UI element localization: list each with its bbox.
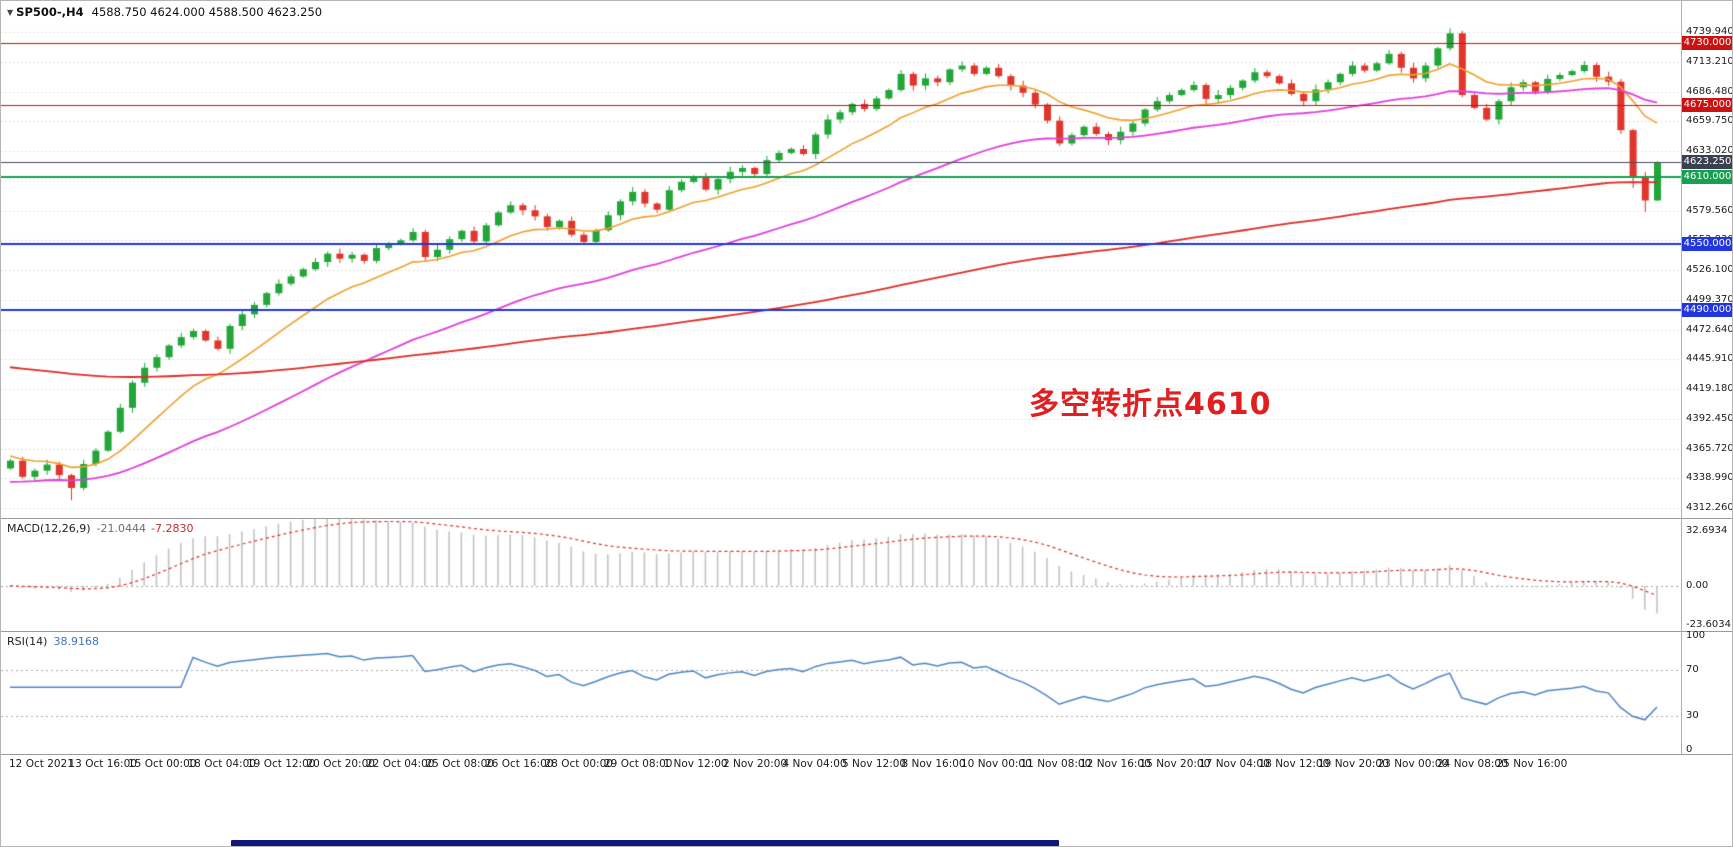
price-axis-tick: 4392.450 (1686, 412, 1733, 424)
time-axis-label: 8 Nov 16:00 (901, 758, 966, 770)
price-axis-tick: 4579.560 (1686, 204, 1733, 216)
price-axis-tick: 4526.100 (1686, 264, 1733, 276)
time-axis-label: 20 Oct 20:00 (306, 758, 375, 770)
main-chart-canvas[interactable] (1, 1, 1681, 518)
time-axis-label: 28 Oct 00:00 (544, 758, 613, 770)
time-axis-label: 22 Oct 04:00 (366, 758, 435, 770)
time-axis-label: 29 Oct 08:00 (604, 758, 673, 770)
panel-separator-macd[interactable] (1, 518, 1732, 519)
horizontal-scrollbar[interactable] (231, 840, 1059, 846)
price-axis-tick: 4472.640 (1686, 323, 1733, 335)
price-level-tag[interactable]: 4550.000 (1682, 236, 1732, 251)
time-axis-label: 19 Nov 20:00 (1318, 758, 1389, 770)
time-axis-label: 13 Oct 16:00 (68, 758, 137, 770)
price-axis-tick: 4312.260 (1686, 502, 1733, 514)
rsi-value: 38.9168 (53, 635, 99, 648)
time-axis-label: 18 Oct 04:00 (187, 758, 256, 770)
price-axis-tick: 4659.750 (1686, 115, 1733, 127)
ohlc-values: 4588.750 4624.000 4588.500 4623.250 (91, 5, 323, 19)
time-axis-label: 10 Nov 00:00 (961, 758, 1032, 770)
macd-axis-tick: 32.6934 (1686, 525, 1728, 537)
macd-signal-value: -7.2830 (151, 522, 194, 535)
time-axis-label: 15 Oct 00:00 (128, 758, 197, 770)
rsi-name: RSI(14) (7, 635, 48, 648)
rsi-axis-tick: 30 (1686, 709, 1699, 721)
time-axis-label: 15 Nov 20:00 (1139, 758, 1211, 770)
time-axis-label: 24 Nov 08:00 (1437, 758, 1508, 770)
macd-label: MACD(12,26,9) -21.0444 -7.2830 (7, 522, 193, 535)
time-axis-label: 1 Nov 12:00 (663, 758, 728, 770)
price-level-tag[interactable]: 4675.000 (1682, 97, 1732, 112)
price-axis-tick: 4365.720 (1686, 442, 1733, 454)
price-level-tag[interactable]: 4610.000 (1682, 169, 1732, 184)
macd-panel-canvas[interactable] (1, 519, 1681, 631)
price-axis-tick: 4713.210 (1686, 55, 1733, 67)
price-axis-divider (1681, 1, 1682, 754)
price-axis-tick: 4419.180 (1686, 383, 1733, 395)
time-axis-label: 25 Nov 16:00 (1496, 758, 1568, 770)
price-axis-tick: 4338.990 (1686, 472, 1733, 484)
time-axis-label: 23 Nov 00:00 (1377, 758, 1449, 770)
annotation-text: 多空转折点4610 (1029, 387, 1272, 422)
time-axis-label: 4 Nov 04:00 (782, 758, 847, 770)
time-axis-label: 17 Nov 04:00 (1199, 758, 1270, 770)
price-level-tag[interactable]: 4730.000 (1682, 36, 1732, 51)
price-axis-tick: 4739.940 (1686, 26, 1733, 38)
rsi-axis-tick: 70 (1686, 664, 1699, 676)
time-axis-label: 25 Oct 08:00 (425, 758, 494, 770)
time-axis-label: 12 Oct 2021 (9, 758, 74, 770)
macd-main-value: -21.0444 (96, 522, 147, 535)
rsi-panel-canvas[interactable] (1, 632, 1681, 754)
time-axis-label: 12 Nov 16:00 (1080, 758, 1151, 770)
panel-separator-rsi[interactable] (1, 631, 1732, 632)
symbol-dropdown-icon[interactable]: ▼ (7, 8, 14, 17)
rsi-label: RSI(14) 38.9168 (7, 635, 99, 648)
time-axis-label: 5 Nov 12:00 (842, 758, 907, 770)
rsi-axis-tick: 100 (1686, 630, 1706, 641)
price-axis-tick: 4445.910 (1686, 353, 1733, 365)
price-axis-tick: 4686.480 (1686, 85, 1733, 97)
macd-name: MACD(12,26,9) (7, 522, 91, 535)
price-axis-tick: 4499.370 (1686, 293, 1733, 305)
time-axis-label: 2 Nov 20:00 (723, 758, 788, 770)
time-axis-label: 11 Nov 08:00 (1020, 758, 1092, 770)
symbol-period-label: SP500-,H4 (16, 5, 84, 19)
price-axis-tick: 4633.020 (1686, 145, 1733, 157)
time-axis-label: 26 Oct 16:00 (485, 758, 554, 770)
time-axis-label: 18 Nov 12:00 (1258, 758, 1330, 770)
ohlc-info-bar: ▼ SP500-,H4 4588.750 4624.000 4588.500 462… (7, 5, 322, 19)
current-price-tag: 4623.250 (1682, 155, 1732, 170)
rsi-axis-tick: 0 (1686, 744, 1693, 755)
panel-separator-timeaxis (1, 754, 1732, 755)
macd-axis-tick: -23.6034 (1686, 619, 1731, 631)
time-axis-label: 19 Oct 12:00 (247, 758, 316, 770)
price-level-tag[interactable]: 4490.000 (1682, 303, 1732, 318)
macd-axis-tick: 0.00 (1686, 579, 1709, 591)
